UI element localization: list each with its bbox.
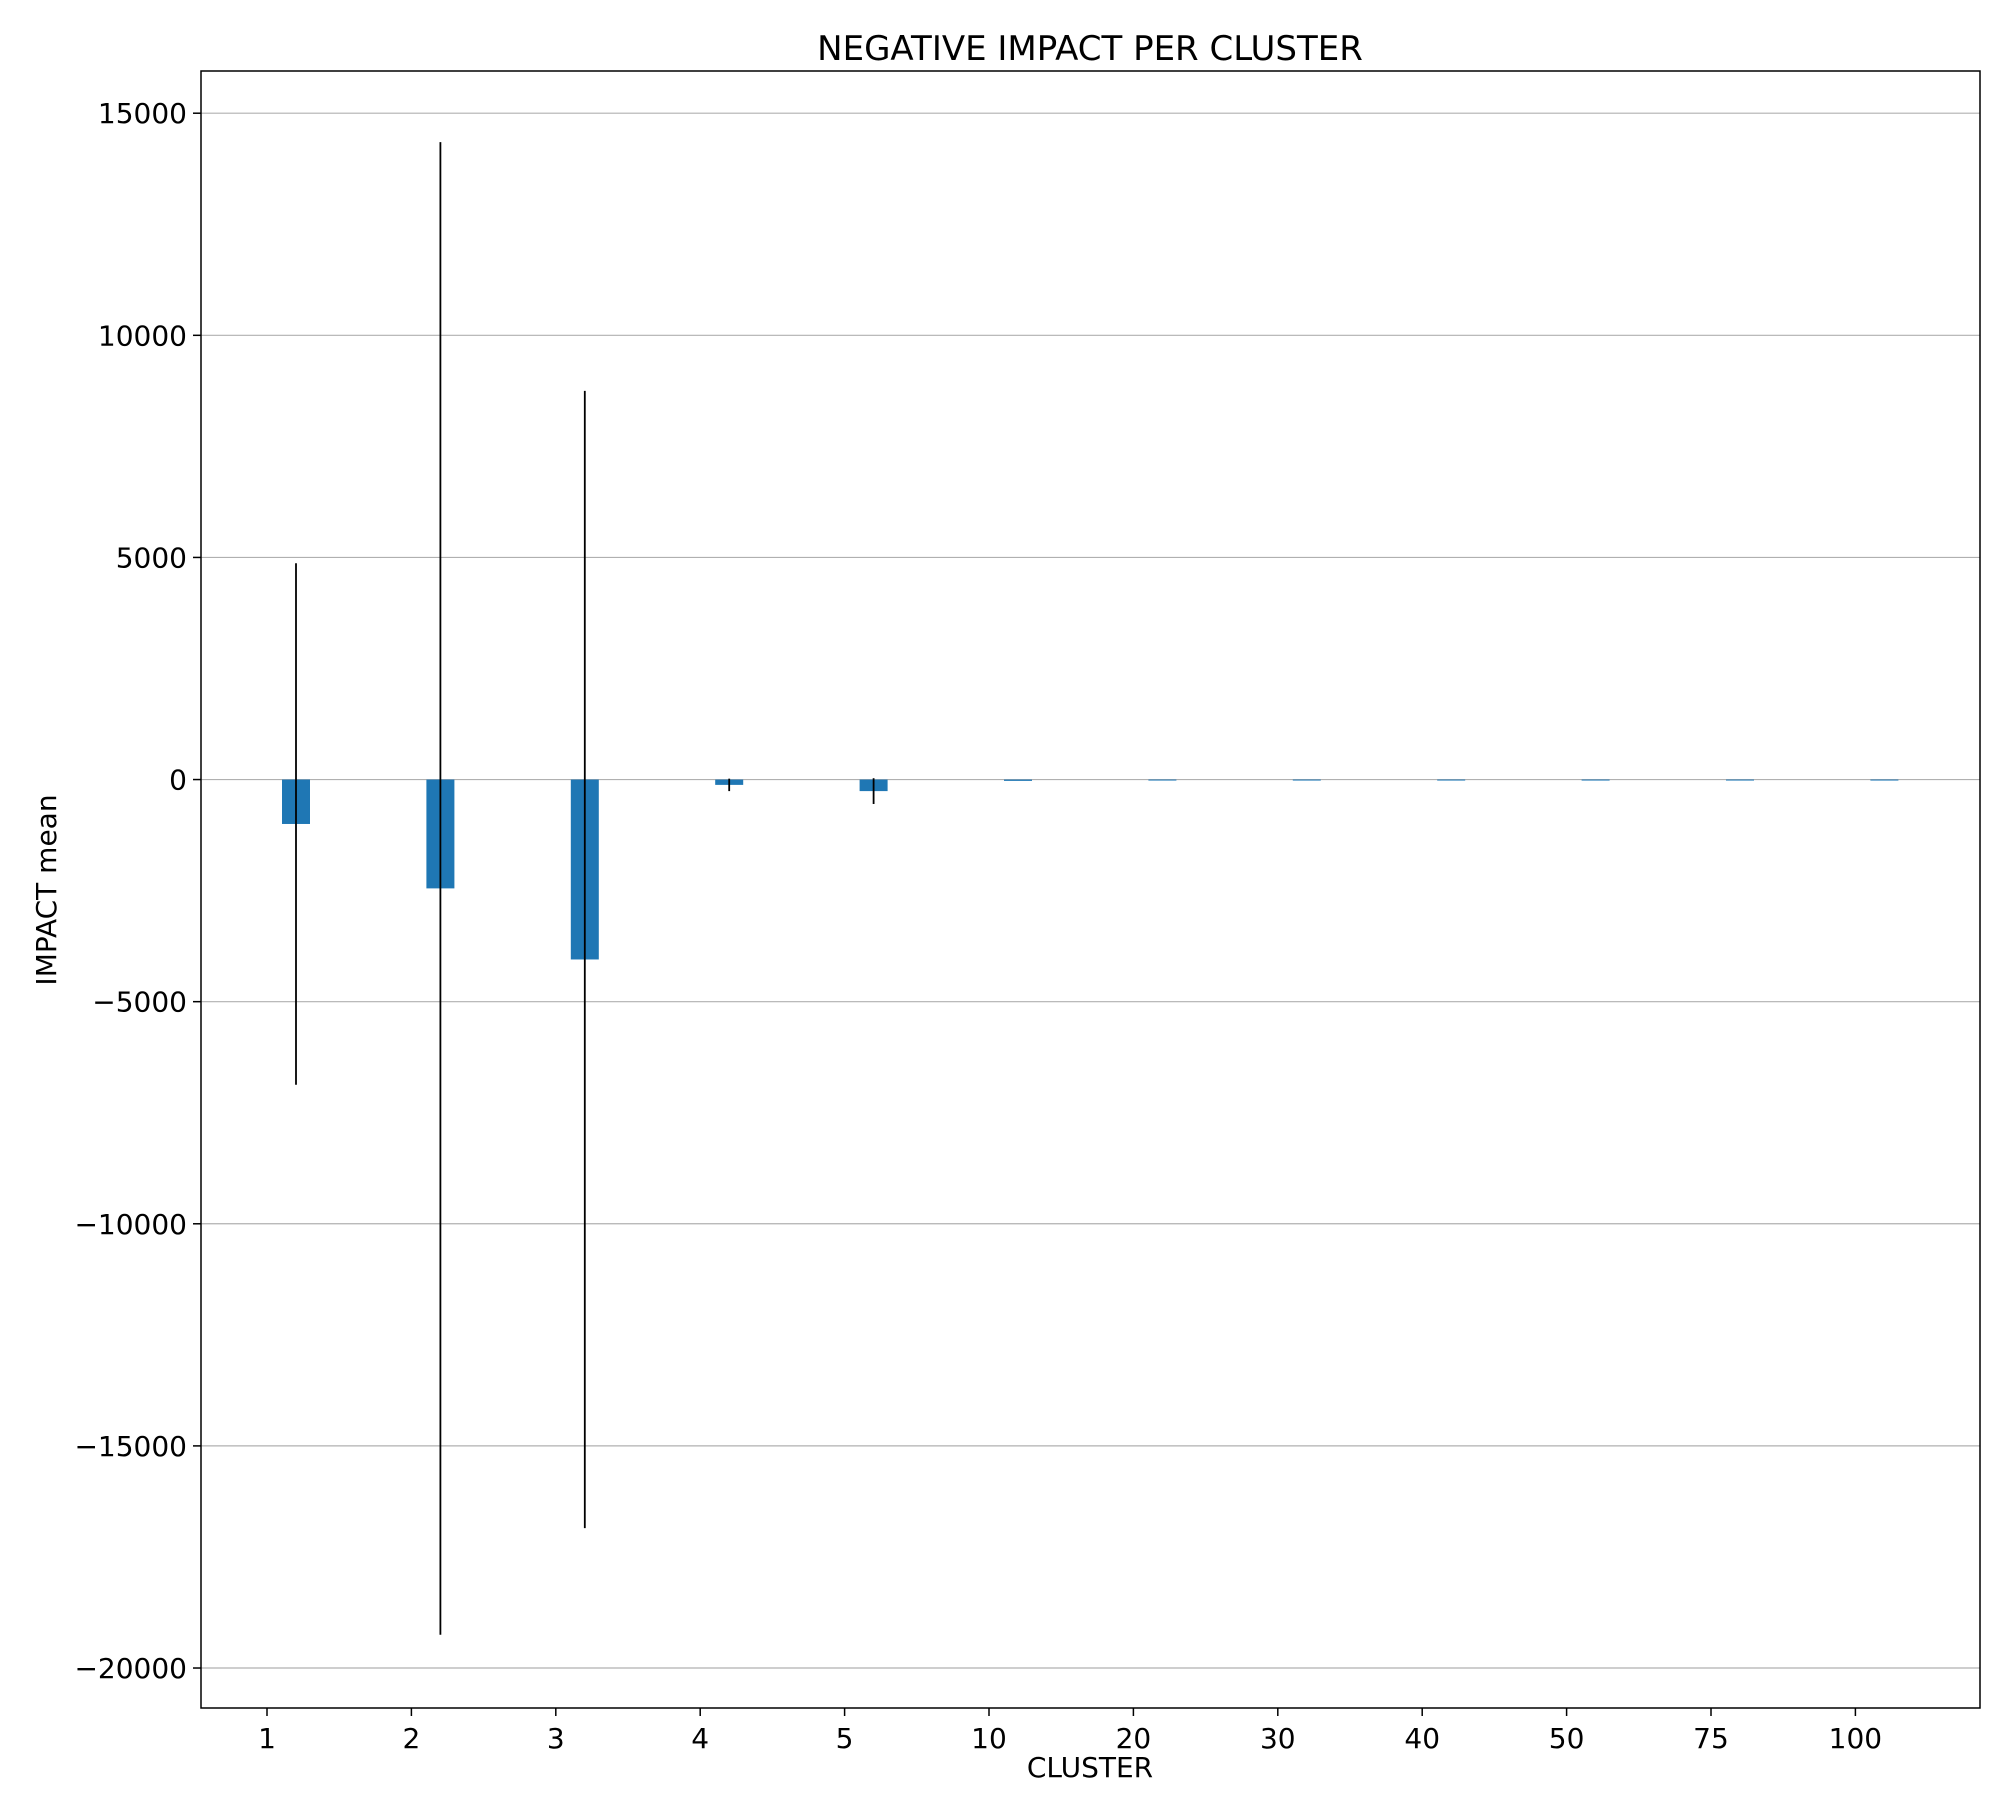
x-tick-label: 30 bbox=[1260, 1722, 1296, 1755]
error-bars bbox=[295, 142, 875, 1635]
y-tick-label: −15000 bbox=[74, 1430, 187, 1463]
x-tick-label: 75 bbox=[1693, 1722, 1729, 1755]
y-tick-label: 0 bbox=[169, 764, 187, 797]
y-tick-label: −20000 bbox=[74, 1652, 187, 1685]
bar bbox=[1004, 779, 1032, 781]
y-tick-label: −5000 bbox=[92, 986, 187, 1019]
bar bbox=[1870, 779, 1899, 781]
x-tick-label: 40 bbox=[1404, 1722, 1440, 1755]
y-axis-label: IMPACT mean bbox=[30, 794, 63, 985]
y-tick-label: −10000 bbox=[74, 1208, 187, 1241]
y-axis-ticks: −20000 −15000 −10000 −5000 0 5000 10000 15000 bbox=[74, 97, 201, 1685]
x-tick-label: 100 bbox=[1829, 1722, 1882, 1755]
grid-lines bbox=[201, 112, 1980, 1669]
y-tick-label: 5000 bbox=[116, 541, 187, 574]
x-tick-label: 1 bbox=[258, 1722, 276, 1755]
y-tick-label: 10000 bbox=[98, 319, 187, 352]
x-axis-label: CLUSTER bbox=[1027, 1751, 1153, 1784]
y-tick-label: 15000 bbox=[98, 97, 187, 130]
chart-title: NEGATIVE IMPACT PER CLUSTER bbox=[817, 29, 1363, 69]
x-tick-label: 2 bbox=[402, 1722, 420, 1755]
bar bbox=[1581, 779, 1610, 781]
x-tick-label: 5 bbox=[836, 1722, 854, 1755]
plot-frame bbox=[200, 70, 1981, 1709]
x-axis-ticks: 1 2 3 4 5 10 20 30 40 50 75 100 bbox=[258, 1708, 1882, 1755]
x-tick-label: 3 bbox=[547, 1722, 565, 1755]
bar bbox=[1148, 779, 1177, 781]
bar bbox=[1292, 779, 1321, 781]
bar bbox=[1726, 779, 1754, 781]
x-tick-label: 50 bbox=[1549, 1722, 1585, 1755]
x-tick-label: 20 bbox=[1116, 1722, 1152, 1755]
x-tick-label: 10 bbox=[971, 1722, 1007, 1755]
x-tick-label: 4 bbox=[691, 1722, 709, 1755]
bar bbox=[1437, 779, 1466, 781]
